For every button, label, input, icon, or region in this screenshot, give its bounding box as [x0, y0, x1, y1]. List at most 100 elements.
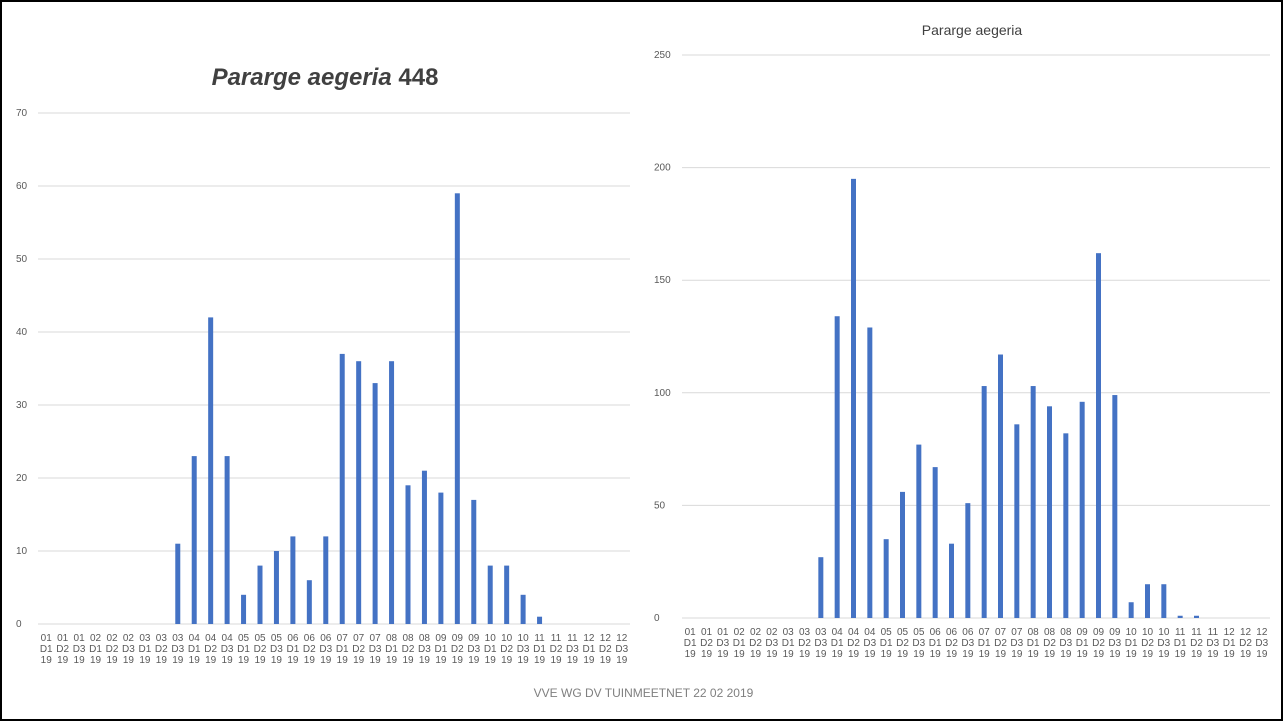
left-chart-x-tick-label: D1	[582, 644, 595, 655]
right-chart-bar	[1063, 433, 1069, 618]
left-chart-x-tick-label: D3	[369, 644, 382, 655]
right-chart-x-tick-label: 04	[832, 627, 844, 638]
right-chart-x-tick-label: D1	[880, 638, 893, 649]
left-chart-x-tick-label: D3	[467, 644, 480, 655]
right-chart-x-tick-label: 19	[848, 649, 860, 660]
right-chart-x-tick-label: 07	[995, 627, 1007, 638]
left-chart-x-tick-label: D1	[188, 644, 201, 655]
left-chart-x-tick-label: 05	[254, 633, 266, 644]
right-chart-x-tick-label: 01	[701, 627, 713, 638]
left-chart-x-tick-label: 02	[90, 633, 102, 644]
left-chart-x-tick-label: 01	[74, 633, 86, 644]
left-chart-x-tick-label: D1	[237, 644, 250, 655]
left-chart-x-tick-label: 19	[238, 655, 250, 666]
left-chart-x-tick-label: 19	[41, 655, 53, 666]
right-chart-x-tick-label: 19	[1158, 649, 1170, 660]
left-chart-x-tick-label: 19	[370, 655, 382, 666]
right-chart-x-tick-label: 19	[962, 649, 974, 660]
right-chart-x-tick-label: 06	[930, 627, 942, 638]
right-chart-x-tick-label: 19	[799, 649, 811, 660]
right-chart-x-tick-label: 09	[1077, 627, 1089, 638]
left-chart-x-tick-label: 19	[583, 655, 595, 666]
right-chart-x-tick-label: 01	[717, 627, 729, 638]
right-chart-x-tick-label: 19	[930, 649, 942, 660]
right-chart-x-tick-label: 02	[734, 627, 746, 638]
right-chart-x-tick-label: D2	[1141, 638, 1154, 649]
left-chart-x-tick-label: 19	[353, 655, 365, 666]
left-chart-x-tick-label: 09	[452, 633, 464, 644]
right-chart-x-tick-label: 19	[979, 649, 991, 660]
left-chart-x-tick-label: 04	[205, 633, 217, 644]
right-chart-x-tick-label: 19	[717, 649, 729, 660]
left-chart-x-tick-label: 19	[386, 655, 398, 666]
right-chart-x-tick-label: D2	[749, 638, 762, 649]
right-chart-x-tick-label: D2	[1043, 638, 1056, 649]
right-chart-y-tick-label: 200	[654, 163, 671, 174]
right-chart-x-tick-label: 19	[1142, 649, 1154, 660]
left-chart-x-tick-label: D1	[336, 644, 349, 655]
left-chart-x-tick-label: 19	[139, 655, 151, 666]
right-chart-x-tick-label: 19	[1028, 649, 1040, 660]
right-chart-x-tick-label: 03	[815, 627, 827, 638]
left-chart-bar	[537, 616, 543, 624]
left-chart-x-tick-label: 03	[139, 633, 151, 644]
right-chart-x-tick-label: 19	[766, 649, 778, 660]
right-chart-x-tick-label: D1	[1076, 638, 1089, 649]
left-chart-x-tick-label: 19	[106, 655, 118, 666]
left-chart-x-tick-label: D2	[599, 644, 612, 655]
left-chart-x-tick-label: D3	[270, 644, 283, 655]
right-chart-x-tick-label: D1	[929, 638, 942, 649]
right-chart-x-tick-label: 19	[783, 649, 795, 660]
left-chart-x-tick-label: 02	[123, 633, 135, 644]
right-chart-x-tick-label: 19	[946, 649, 958, 660]
right-chart-bar	[900, 491, 905, 618]
right-chart-x-tick-label: 03	[783, 627, 795, 638]
left-chart-bar	[224, 456, 230, 624]
left-chart-title-species: Pararge aegeria	[211, 64, 392, 91]
right-chart-x-tick-label: 19	[1224, 649, 1236, 660]
right-chart-x-tick-label: 10	[1158, 627, 1170, 638]
right-chart-x-tick-label: 19	[913, 649, 925, 660]
left-chart-x-tick-label: 08	[402, 633, 414, 644]
left-chart-y-tick-label: 70	[16, 108, 28, 119]
right-chart-x-tick-label: 19	[995, 649, 1007, 660]
right-chart-x-tick-label: 05	[913, 627, 925, 638]
left-chart-x-tick-label: 08	[419, 633, 431, 644]
left-chart-bar	[356, 361, 362, 624]
left-chart-x-tick-label: 19	[337, 655, 349, 666]
left-chart-x-tick-label: 03	[172, 633, 184, 644]
left-chart-x-tick-label: D2	[254, 644, 267, 655]
left-chart-x-tick-label: D1	[484, 644, 497, 655]
left-chart-x-tick-label: 11	[534, 633, 545, 644]
left-chart-x-tick-label: 19	[534, 655, 546, 666]
left-chart-x-tick-label: D2	[155, 644, 168, 655]
left-chart-x-tick-label: D2	[56, 644, 69, 655]
right-chart-y-tick-label: 150	[654, 275, 671, 286]
left-chart-x-tick-label: 19	[320, 655, 332, 666]
right-chart-x-tick-label: 09	[1109, 627, 1121, 638]
left-chart-x-tick-label: 19	[402, 655, 414, 666]
right-chart-bar	[1194, 615, 1199, 618]
left-chart-x-tick-label: 11	[567, 633, 578, 644]
right-chart-x-tick-label: D2	[847, 638, 860, 649]
right-chart-bar	[1047, 406, 1052, 618]
right-chart-bar	[965, 503, 971, 618]
left-chart-x-tick-label: D3	[517, 644, 530, 655]
left-chart-bar	[405, 485, 411, 624]
right-chart-x-tick-label: 10	[1126, 627, 1138, 638]
left-chart-x-tick-label: 05	[238, 633, 250, 644]
left-chart-x-tick-label: 03	[156, 633, 168, 644]
left-chart-x-tick-label: D3	[319, 644, 332, 655]
right-chart-x-tick-label: D2	[896, 638, 909, 649]
left-chart-x-tick-label: 19	[90, 655, 102, 666]
right-chart-x-tick-label: 12	[1240, 627, 1252, 638]
left-chart-x-tick-label: 19	[550, 655, 562, 666]
left-chart-x-tick-label: D1	[138, 644, 151, 655]
right-chart-x-tick-label: 19	[1109, 649, 1121, 660]
left-chart-bar	[372, 383, 378, 624]
right-chart-bar	[834, 316, 840, 618]
left-chart-x-tick-label: 04	[189, 633, 201, 644]
right-chart-x-tick-label: 02	[766, 627, 778, 638]
left-chart-y-tick-label: 0	[16, 619, 22, 630]
right-chart-x-tick-label: 19	[1093, 649, 1105, 660]
